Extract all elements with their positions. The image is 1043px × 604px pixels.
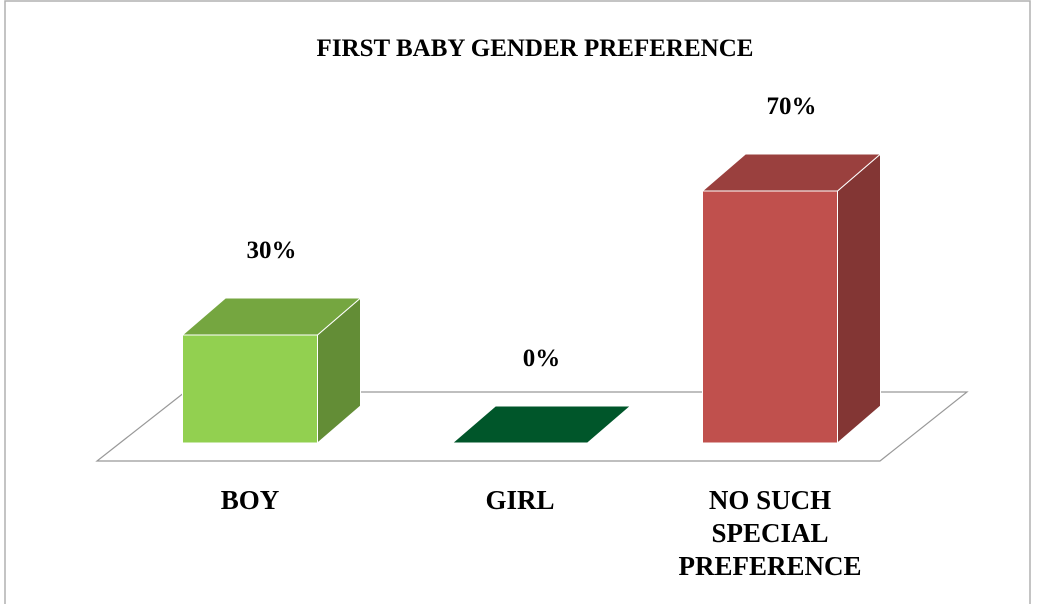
x-tick-label: NO SUCH SPECIAL PREFERENCE (678, 485, 862, 581)
chart-title: FIRST BABY GENDER PREFERENCE (317, 35, 754, 62)
x-tick-label: BOY (220, 485, 280, 515)
data-label: 30% (247, 237, 297, 264)
bar-side (837, 152, 881, 445)
x-tick-label: GIRL (485, 485, 555, 515)
data-label: 70% (767, 93, 817, 120)
bar (702, 190, 838, 444)
bar (182, 334, 318, 444)
bar-top (451, 405, 632, 444)
data-label: 0% (523, 345, 561, 372)
